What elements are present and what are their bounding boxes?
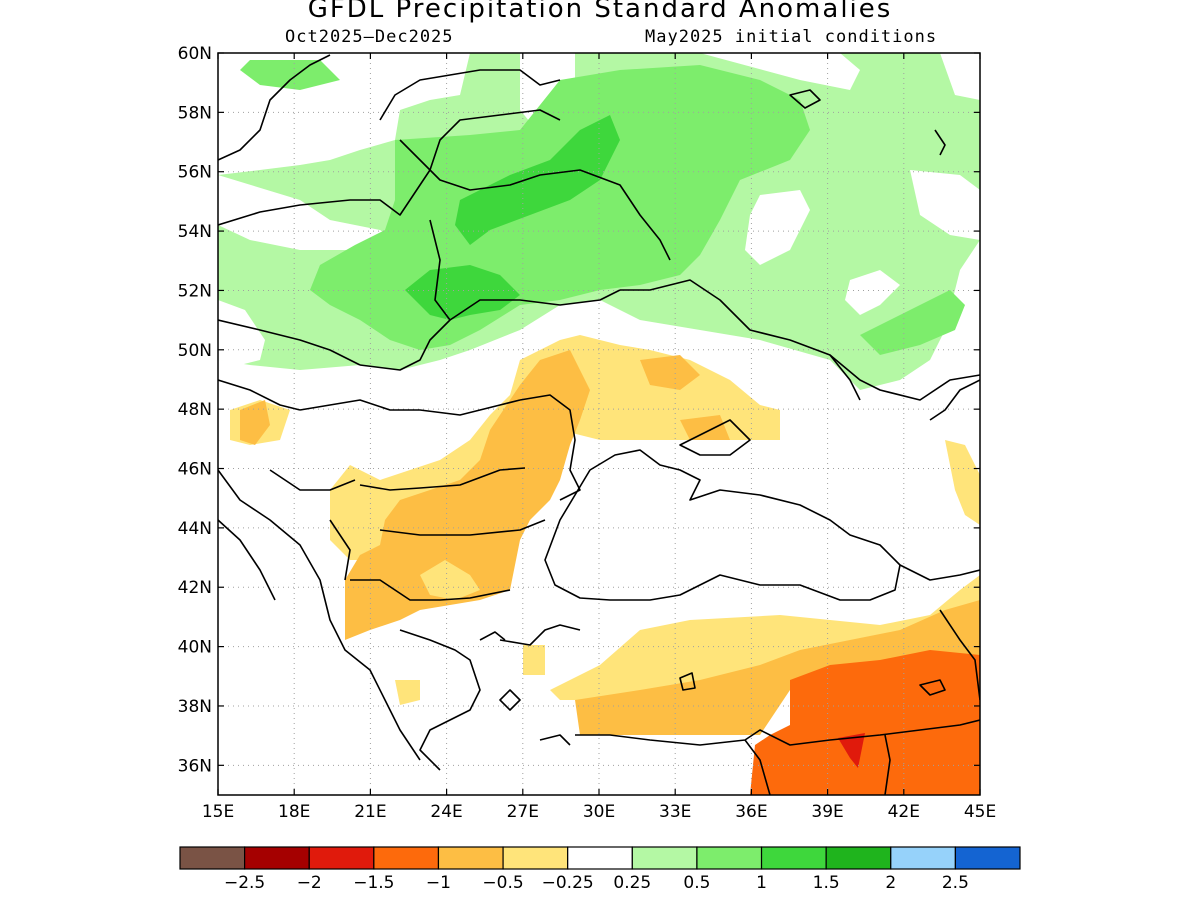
lat-tick-label: 38N	[178, 697, 212, 717]
colorbar-label: −1.5	[353, 873, 394, 893]
colorbar-swatch	[567, 846, 633, 870]
lon-tick-label: 30E	[583, 802, 615, 822]
colorbar-swatch	[437, 846, 504, 870]
azov-sea-coastline	[679, 419, 751, 456]
map-gridlines	[218, 53, 980, 795]
lat-tick-label: 54N	[178, 222, 212, 242]
lon-tick-label: 24E	[430, 802, 462, 822]
lat-tick-label: 60N	[178, 44, 212, 64]
colorbar-label: 2	[885, 873, 896, 893]
colorbar-label: 1	[756, 873, 767, 893]
chart-title: GFDL Precipitation Standard Anomalies	[307, 0, 893, 24]
lat-tick-label: 50N	[178, 341, 212, 361]
anomaly-region-dark-orange	[750, 650, 980, 795]
coastlines-and-borders	[218, 54, 980, 795]
anomaly-region-orange	[345, 350, 590, 640]
colorbar-swatch	[308, 846, 375, 870]
lon-tick-label: 33E	[659, 802, 691, 822]
anomaly-region-light-orange	[330, 335, 780, 560]
colorbar: −2.5 −2 −1.5 −1 −0.5 −0.25 0.25 0.5 1 1.5 2 2.5	[179, 846, 1021, 893]
colorbar-swatch	[825, 846, 892, 870]
anomaly-region-dark-green	[455, 115, 620, 245]
colorbar-swatch	[696, 846, 763, 870]
colorbar-swatch	[179, 846, 246, 870]
initial-conditions-subtitle: May2025 initial conditions	[645, 27, 938, 47]
lat-tick-label: 44N	[178, 519, 212, 539]
colorbar-label: −0.25	[542, 873, 594, 893]
colorbar-label: 0.5	[683, 873, 710, 893]
colorbar-label: 1.5	[813, 873, 840, 893]
baltic-coastline	[218, 109, 561, 226]
colorbar-label: 0.25	[613, 873, 651, 893]
colorbar-swatch	[954, 846, 1021, 870]
colorbar-label: −0.5	[482, 873, 523, 893]
colorbar-swatch	[373, 846, 440, 870]
lat-tick-label: 58N	[178, 103, 212, 123]
colorbar-swatch	[760, 846, 827, 870]
lat-tick-label: 56N	[178, 163, 212, 183]
lat-tick-label: 48N	[178, 400, 212, 420]
lon-tick-label: 27E	[507, 802, 539, 822]
season-subtitle: Oct2025–Dec2025	[285, 27, 454, 47]
lat-tick-label: 52N	[178, 281, 212, 301]
lon-tick-label: 45E	[964, 802, 996, 822]
lon-tick-label: 21E	[354, 802, 386, 822]
black-sea-coastline	[544, 449, 901, 601]
lat-tick-label: 46N	[178, 460, 212, 480]
colorbar-swatch	[890, 846, 956, 870]
lon-tick-label: 15E	[202, 802, 234, 822]
lat-tick-label: 40N	[178, 638, 212, 658]
lat-tick-label: 36N	[178, 756, 212, 776]
lon-tick-label: 36E	[735, 802, 767, 822]
axis-ticks: 15E 18E 21E 24E 27E 30E 33E 36E 39E 42E 45E 36N 38N 4…	[178, 44, 997, 822]
anomaly-fields	[218, 53, 980, 795]
colorbar-swatch	[244, 846, 310, 870]
lon-tick-label: 18E	[278, 802, 310, 822]
colorbar-swatch	[502, 846, 569, 870]
lon-tick-label: 42E	[888, 802, 920, 822]
colorbar-swatch	[631, 846, 698, 870]
colorbar-label: −2.5	[224, 873, 265, 893]
lon-tick-label: 39E	[811, 802, 843, 822]
anomaly-region-red	[838, 733, 865, 768]
colorbar-label: −1	[426, 873, 451, 893]
colorbar-label: −2	[297, 873, 322, 893]
colorbar-label: 2.5	[942, 873, 969, 893]
lat-tick-label: 42N	[178, 578, 212, 598]
